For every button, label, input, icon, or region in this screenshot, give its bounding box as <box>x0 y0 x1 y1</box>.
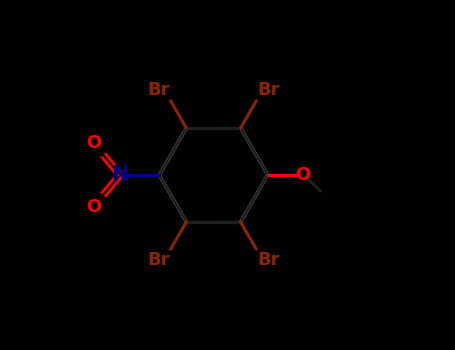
Text: Br: Br <box>147 81 170 99</box>
Text: O: O <box>86 198 101 216</box>
Text: Br: Br <box>147 251 170 269</box>
Text: Br: Br <box>257 81 279 99</box>
Text: Br: Br <box>257 251 279 269</box>
Text: N: N <box>111 165 129 185</box>
Text: O: O <box>86 134 101 152</box>
Text: O: O <box>295 166 310 184</box>
